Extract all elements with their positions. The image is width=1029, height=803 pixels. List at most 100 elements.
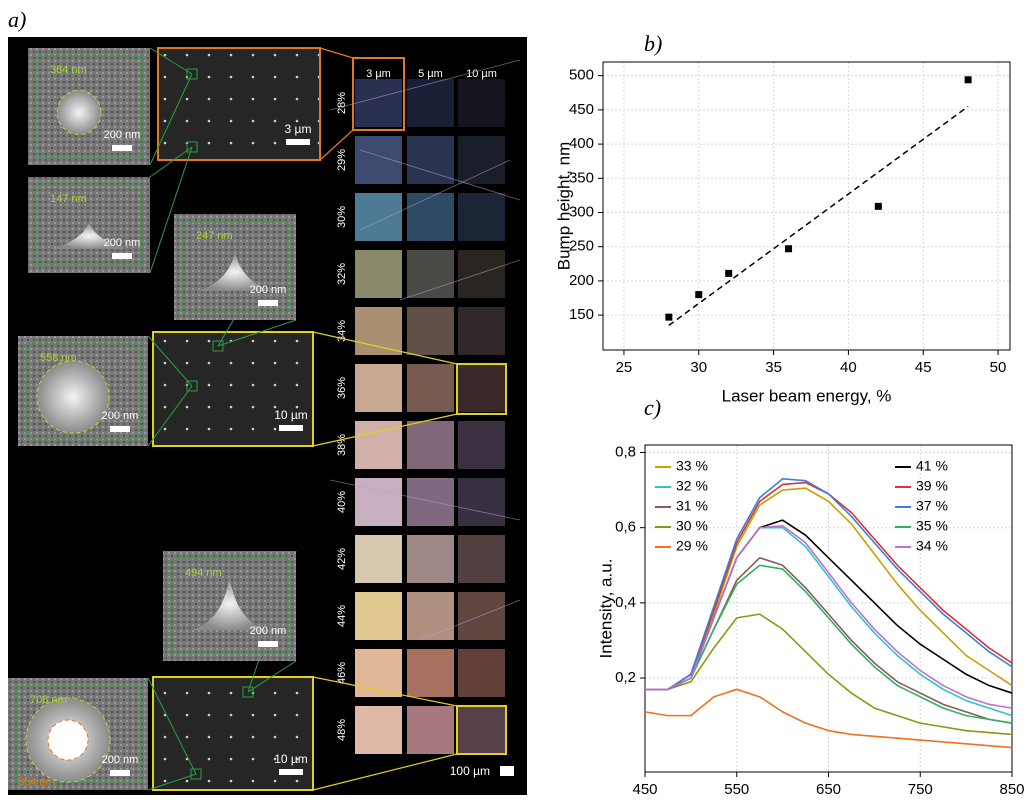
roi-marker (212, 340, 224, 352)
micrograph-tile (458, 136, 505, 184)
highlight-box (456, 705, 507, 755)
micrograph-tile (407, 592, 454, 640)
spectrum-line (645, 613, 1013, 736)
connector (312, 753, 458, 791)
data-point (665, 313, 673, 321)
bump-side-view (191, 578, 268, 630)
x-axis-label: Laser beam energy, % (722, 386, 892, 405)
legend-label: 35 % (916, 518, 948, 534)
scale-bar (500, 766, 514, 776)
x-tick-label: 25 (616, 359, 633, 376)
micrograph-tile (355, 193, 402, 241)
x-tick-label: 850 (999, 781, 1024, 798)
micrograph-tile (458, 478, 505, 526)
x-tick-label: 45 (915, 359, 932, 376)
x-tick-label: 30 (690, 359, 707, 376)
y-tick-label: 400 (569, 135, 594, 152)
scale-label: 100 µm (450, 764, 490, 778)
scale-label: 200 nm (104, 237, 141, 249)
y-tick-label: 350 (569, 169, 594, 186)
micrograph-tile (355, 478, 402, 526)
panel-label: b) (644, 31, 662, 56)
row-label: 42% (336, 548, 348, 570)
legend-label: 34 % (916, 538, 948, 554)
roi-marker (242, 686, 254, 698)
scratch (359, 149, 521, 201)
connector (149, 73, 193, 166)
roi-frame (170, 558, 289, 654)
micrograph-tile (458, 421, 505, 469)
micrograph-tile (355, 307, 402, 355)
y-tick-label: 500 (569, 67, 594, 84)
micrograph-tile (407, 250, 454, 298)
panel-label: c) (644, 395, 661, 420)
x-tick-label: 50 (990, 359, 1007, 376)
micrograph-tile (407, 193, 454, 241)
micrograph-tile (458, 706, 505, 754)
row-label: 34% (336, 320, 348, 342)
legend-label: 33 % (676, 458, 708, 474)
scale-bar (279, 769, 303, 775)
legend-label: 31 % (676, 498, 708, 514)
roi-marker (190, 768, 202, 780)
scratch (359, 159, 511, 231)
y-tick-label: 250 (569, 238, 594, 255)
x-tick-label: 40 (840, 359, 857, 376)
bump-side-view (51, 223, 127, 249)
highlight-box (352, 57, 405, 131)
size-label: 147 nm (50, 193, 87, 205)
connector (147, 335, 193, 387)
spectrum-line (645, 487, 1013, 691)
size-label: 247 nm (196, 230, 233, 242)
plot-frame (644, 444, 1013, 773)
row-label: 28% (336, 92, 348, 114)
column-label: 5 µm (418, 68, 443, 80)
micrograph-tile (407, 535, 454, 583)
scale-label: 10 µm (274, 408, 308, 422)
bump-top-view (36, 360, 110, 434)
row-label: 46% (336, 662, 348, 684)
connector (319, 129, 354, 161)
plot-frame (602, 61, 1011, 351)
connector (312, 331, 458, 365)
size-label: 354 nm (18, 776, 55, 788)
legend-label: 37 % (916, 498, 948, 514)
legend-label: 30 % (676, 518, 708, 534)
legend-label: 32 % (676, 478, 708, 494)
roi-frame (35, 184, 143, 266)
y-axis-label: Intensity, a.u. (596, 559, 615, 659)
data-point (695, 291, 703, 299)
micrograph-tile (355, 592, 402, 640)
scale-bar (110, 770, 130, 776)
roi-frame (25, 343, 141, 439)
size-label: 364 nm (50, 64, 87, 76)
data-point (785, 245, 793, 253)
connector (149, 47, 193, 75)
roi-frame (15, 685, 141, 783)
x-tick-label: 450 (632, 781, 657, 798)
x-tick-label: 750 (908, 781, 933, 798)
scale-bar (286, 139, 310, 145)
roi-marker (186, 380, 198, 392)
y-tick-label: 150 (569, 306, 594, 323)
scale-bar (112, 145, 132, 151)
row-label: 48% (336, 719, 348, 741)
connector (149, 146, 193, 274)
micrograph-tile (407, 79, 454, 127)
connector (319, 47, 354, 59)
x-tick-label: 35 (765, 359, 782, 376)
connector (147, 773, 197, 791)
micrograph-tile (407, 421, 454, 469)
inner-ring (47, 719, 89, 761)
x-tick-label: 650 (816, 781, 841, 798)
scale-bar (258, 300, 278, 306)
micrograph-tile (458, 364, 505, 412)
y-tick-label: 300 (569, 203, 594, 220)
micrograph-tile (407, 478, 454, 526)
bump-side-view (197, 253, 273, 291)
roi-marker (186, 68, 198, 80)
row-label: 29% (336, 149, 348, 171)
data-point (964, 76, 972, 84)
scale-bar (110, 426, 130, 432)
